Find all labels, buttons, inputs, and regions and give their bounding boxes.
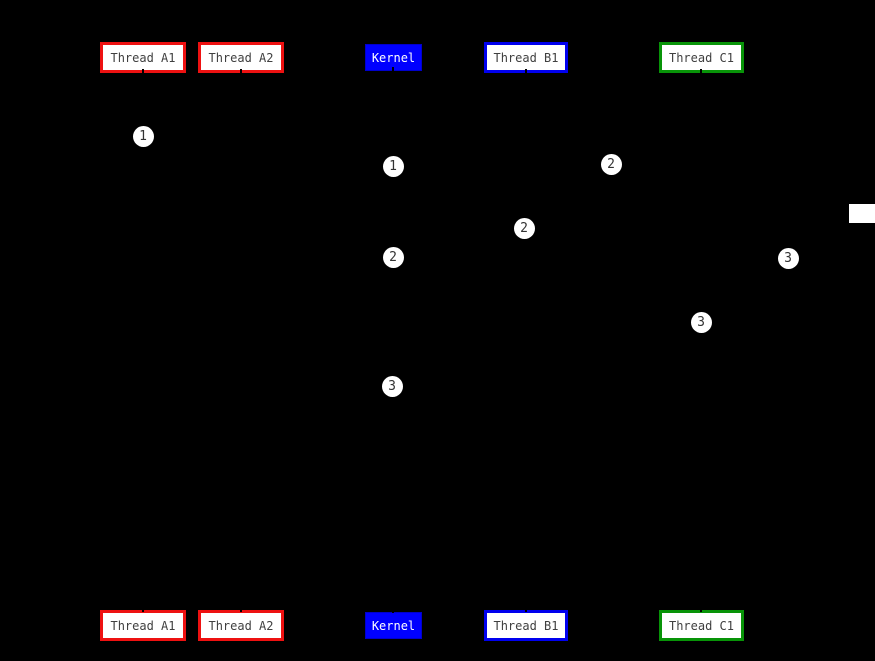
clipped-note-box bbox=[849, 204, 875, 223]
lifeline-stub bbox=[392, 606, 394, 613]
lifeline-stub bbox=[240, 69, 242, 76]
lifeline-stub bbox=[525, 605, 527, 612]
step-marker: 1 bbox=[132, 125, 154, 147]
participant-thread-b1-bottom: Thread B1 bbox=[484, 610, 568, 641]
participant-thread-a2-bottom: Thread A2 bbox=[198, 610, 284, 641]
lifeline-stub bbox=[240, 605, 242, 612]
lifeline-stub bbox=[142, 605, 144, 612]
participant-thread-c1-bottom: Thread C1 bbox=[659, 610, 744, 641]
step-marker: 2 bbox=[382, 246, 404, 268]
step-marker: 1 bbox=[382, 155, 404, 177]
lifeline-stub bbox=[392, 67, 394, 74]
step-marker: 3 bbox=[381, 375, 403, 397]
lifeline-stub bbox=[700, 69, 702, 76]
lifeline-stub bbox=[700, 605, 702, 612]
step-marker: 2 bbox=[600, 153, 622, 175]
step-marker: 3 bbox=[690, 311, 712, 333]
participant-kernel-top: Kernel bbox=[365, 44, 422, 71]
lifeline-stub bbox=[142, 69, 144, 76]
participant-thread-c1-top: Thread C1 bbox=[659, 42, 744, 73]
step-marker: 2 bbox=[513, 217, 535, 239]
step-marker: 3 bbox=[777, 247, 799, 269]
participant-thread-a1-bottom: Thread A1 bbox=[100, 610, 186, 641]
lifeline-stub bbox=[525, 69, 527, 76]
participant-kernel-bottom: Kernel bbox=[365, 612, 422, 639]
